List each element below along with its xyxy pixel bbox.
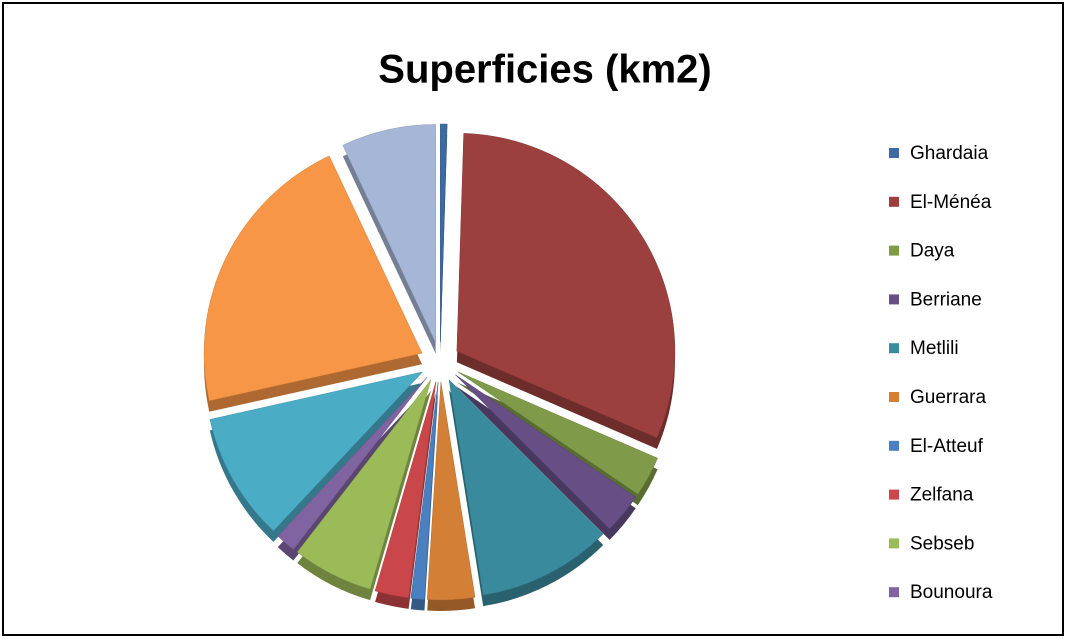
legend-swatch: [889, 489, 899, 500]
legend-label: Sebseb: [910, 533, 974, 554]
legend-swatch: [889, 538, 899, 549]
slice: [457, 371, 658, 495]
slice: [456, 133, 676, 439]
legend-swatch: [889, 294, 899, 305]
legend-label: El-Ménéa: [910, 192, 992, 213]
legend-label: Guerrara: [910, 387, 986, 408]
legend-label: Berriane: [910, 289, 982, 310]
slice: [374, 381, 437, 599]
slice: [296, 379, 432, 590]
legend-label: Zelfana: [910, 485, 974, 506]
slice: [277, 377, 428, 550]
legend-swatch: [889, 148, 899, 158]
legend-label: Daya: [910, 241, 955, 262]
legend-swatch: [889, 440, 899, 451]
legend-swatch: [889, 392, 899, 402]
slice: [342, 124, 436, 343]
legend-swatch: [889, 196, 899, 207]
slice: [203, 155, 423, 402]
slice: [209, 371, 424, 532]
slice: [410, 381, 439, 600]
legend-label: El-Atteuf: [910, 436, 984, 457]
legend-swatch: [889, 587, 899, 598]
slice: [448, 379, 604, 596]
chart-title: Superficies (km2): [378, 48, 711, 92]
legend-swatch: [889, 343, 899, 354]
legend-swatch: [889, 245, 899, 256]
legend-label: Ghardaia: [910, 143, 989, 164]
legend-label: Metlili: [910, 338, 959, 359]
slice: [455, 374, 637, 530]
slice: [440, 123, 448, 343]
legend-label: Bounoura: [910, 582, 993, 603]
slice: [426, 381, 476, 601]
